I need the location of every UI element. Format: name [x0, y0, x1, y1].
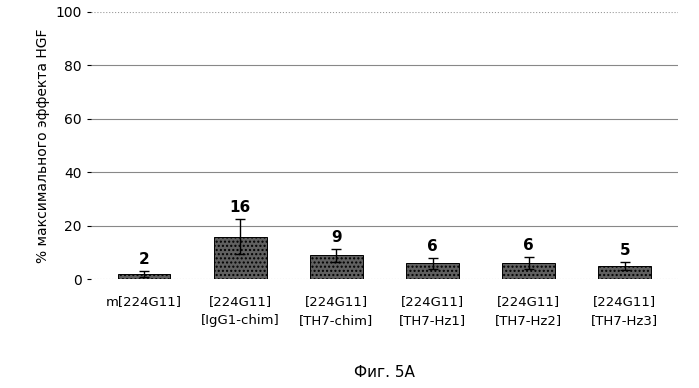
Text: [224G11]: [224G11] — [208, 295, 272, 308]
Text: 16: 16 — [229, 200, 251, 215]
Text: [TH7-chim]: [TH7-chim] — [299, 314, 373, 327]
Text: 5: 5 — [619, 243, 630, 258]
Text: 2: 2 — [138, 252, 150, 267]
Text: [IgG1-chim]: [IgG1-chim] — [201, 314, 280, 327]
Text: [TH7-Hz2]: [TH7-Hz2] — [495, 314, 562, 327]
Text: 9: 9 — [331, 230, 342, 244]
Text: [TH7-Hz3]: [TH7-Hz3] — [591, 314, 658, 327]
Bar — [406, 263, 459, 279]
Text: [TH7-Hz1]: [TH7-Hz1] — [399, 314, 466, 327]
Text: [224G11]: [224G11] — [305, 295, 368, 308]
Bar — [310, 255, 363, 279]
Bar — [503, 263, 555, 279]
Text: m[224G11]: m[224G11] — [106, 295, 182, 308]
Bar — [214, 237, 266, 279]
Text: [224G11]: [224G11] — [497, 295, 561, 308]
Text: 6: 6 — [427, 239, 438, 254]
Text: [224G11]: [224G11] — [593, 295, 656, 308]
Text: 6: 6 — [524, 238, 534, 253]
Bar — [117, 274, 171, 279]
Text: Фиг. 5А: Фиг. 5А — [354, 365, 415, 380]
Text: [224G11]: [224G11] — [401, 295, 464, 308]
Y-axis label: % максимального эффекта HGF: % максимального эффекта HGF — [36, 28, 50, 263]
Bar — [598, 266, 651, 279]
